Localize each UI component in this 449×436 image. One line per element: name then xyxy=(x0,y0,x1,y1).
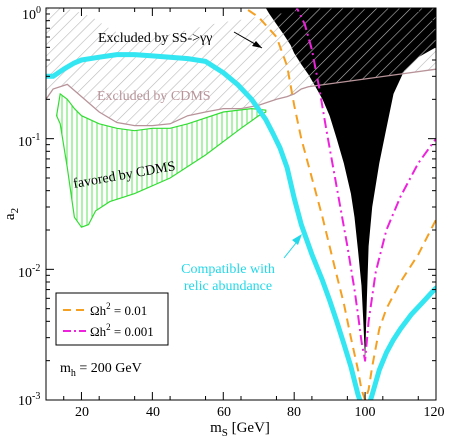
svg-text:100: 100 xyxy=(22,5,41,23)
annotation-relic-line2: relic abundance xyxy=(184,279,272,294)
series-omega-0001 xyxy=(295,8,436,362)
x-tick-label: 100 xyxy=(355,405,376,420)
region-excluded-ss xyxy=(265,8,436,361)
plot-curves xyxy=(46,8,436,400)
x-tick-label: 60 xyxy=(217,405,231,420)
excluded-cdms-boundary xyxy=(46,68,436,127)
legend-label-001: Ωh2 = 0.01 xyxy=(90,301,147,318)
series-omega-001 xyxy=(243,8,436,400)
svg-text:a2: a2 xyxy=(2,208,21,220)
svg-text:10-1: 10-1 xyxy=(18,132,40,150)
annotation-excluded-cdms: Excluded by CDMS xyxy=(97,89,211,104)
legend-box xyxy=(55,292,169,346)
svg-text:Ωh2 = 0.001: Ωh2 = 0.001 xyxy=(90,322,154,339)
axis-ticks xyxy=(46,7,437,401)
x-axis-title: mS [GeV] xyxy=(210,420,270,436)
annotation-excluded-ss: Excluded by SS->γγ xyxy=(98,31,212,46)
plot-regions xyxy=(46,8,436,361)
y-axis-title: a2 xyxy=(2,208,21,220)
legend: Ωh2 = 0.01 Ωh2 = 0.001 xyxy=(55,292,169,346)
region-favored-cdms xyxy=(55,92,267,228)
series-relic-1 xyxy=(46,52,363,400)
x-tick-label: 80 xyxy=(287,405,301,420)
svg-text:10-2: 10-2 xyxy=(18,263,40,281)
region-excluded-cdms xyxy=(46,8,436,126)
annotation-mh: mh = 200 GeV xyxy=(60,361,142,379)
svg-text:Ωh2 = 0.01: Ωh2 = 0.01 xyxy=(90,301,147,318)
svg-text:mS [GeV]: mS [GeV] xyxy=(210,420,270,436)
x-tick-label: 40 xyxy=(146,405,160,420)
svg-text:10-3: 10-3 xyxy=(18,391,40,409)
y-tick-label: 100 xyxy=(22,5,41,23)
y-tick-label: 10-3 xyxy=(18,391,40,409)
x-tick-label: 20 xyxy=(75,405,89,420)
legend-label-0001: Ωh2 = 0.001 xyxy=(90,322,154,339)
annotation-arrowhead-relic xyxy=(292,234,302,245)
y-tick-label: 10-1 xyxy=(18,132,40,150)
series-relic-2 xyxy=(367,285,436,400)
annotation-relic-line1: Compatible with xyxy=(181,262,275,277)
x-tick-label: 120 xyxy=(424,405,445,420)
svg-text:mh = 200 GeV: mh = 200 GeV xyxy=(60,361,142,379)
annotation-arrowhead-ss xyxy=(252,41,262,48)
y-tick-label: 10-2 xyxy=(18,263,40,281)
